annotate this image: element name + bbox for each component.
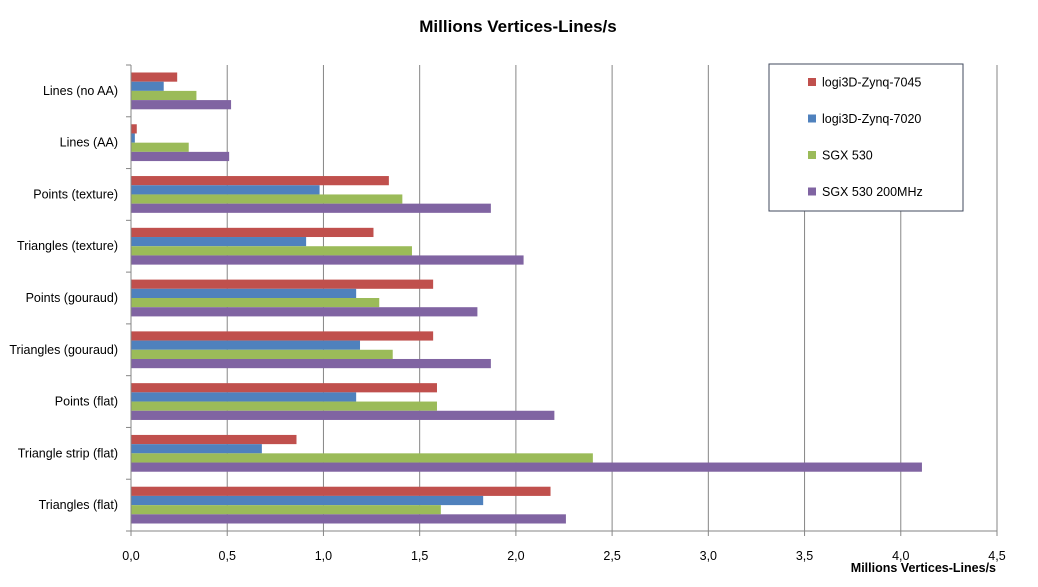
bar xyxy=(131,227,374,238)
bar xyxy=(131,410,555,420)
bar xyxy=(131,401,437,411)
bar xyxy=(131,331,434,341)
bar xyxy=(131,453,593,463)
bar xyxy=(131,514,566,524)
bar xyxy=(131,392,357,402)
x-tick-label: 3,0 xyxy=(700,549,717,563)
bar xyxy=(131,90,197,101)
bar xyxy=(131,194,403,204)
legend-label: SGX 530 200MHz xyxy=(822,185,923,199)
bar xyxy=(131,298,380,308)
bar xyxy=(131,307,478,317)
bar xyxy=(131,176,389,186)
x-tick-label: 4,0 xyxy=(892,549,909,563)
bar xyxy=(131,434,297,445)
bar xyxy=(131,462,922,472)
chart-title: Millions Vertices-Lines/s xyxy=(419,17,616,36)
bars xyxy=(131,72,922,524)
bar xyxy=(131,72,178,82)
category-label: Triangles (gouraud) xyxy=(9,343,118,357)
category-label: Points (flat) xyxy=(55,395,118,409)
bar xyxy=(131,124,137,134)
category-label: Triangles (flat) xyxy=(39,498,118,512)
x-tick-label: 0,5 xyxy=(219,549,236,563)
bar xyxy=(131,279,434,289)
category-label: Lines (no AA) xyxy=(43,84,118,98)
legend-frame xyxy=(768,63,964,212)
bar xyxy=(131,133,135,143)
bar xyxy=(131,486,551,496)
x-tick-label: 2,5 xyxy=(603,549,620,563)
legend-label: logi3D-Zynq-7045 xyxy=(822,76,921,90)
category-labels: Lines (no AA) Lines (AA) Points (texture) T… xyxy=(9,84,118,512)
x-axis-label: Millions Vertices-Lines/s xyxy=(851,561,996,575)
legend-swatch xyxy=(808,151,816,159)
category-label: Triangle strip (flat) xyxy=(18,446,118,460)
bar xyxy=(131,444,262,454)
bar xyxy=(131,349,393,359)
x-tick-labels: 0,0 0,5 1,0 1,5 2,0 2,5 3,0 3,5 4,0 4,5 xyxy=(122,549,1005,563)
legend: logi3D-Zynq-7045 logi3D-Zynq-7020 SGX 530 S… xyxy=(768,63,964,212)
x-tick-label: 1,0 xyxy=(315,549,332,563)
bar xyxy=(131,237,307,247)
x-tick-label: 2,0 xyxy=(507,549,524,563)
bar xyxy=(131,81,164,91)
legend-label: logi3D-Zynq-7020 xyxy=(822,112,921,126)
bar xyxy=(131,505,441,515)
bar xyxy=(131,255,524,265)
bar xyxy=(131,100,232,110)
legend-swatch xyxy=(808,78,816,86)
bar xyxy=(131,495,484,506)
x-tick-label: 0,0 xyxy=(122,549,139,563)
bar xyxy=(131,358,491,369)
x-tick-label: 4,5 xyxy=(988,549,1005,563)
legend-swatch xyxy=(808,114,816,123)
category-label: Triangles (texture) xyxy=(17,239,118,253)
category-label: Points (gouraud) xyxy=(26,291,118,305)
category-label: Lines (AA) xyxy=(60,136,118,150)
x-tick-label: 1,5 xyxy=(411,549,428,563)
bar xyxy=(131,142,189,152)
bar xyxy=(131,185,320,195)
axes xyxy=(126,64,998,536)
x-tick-label: 3,5 xyxy=(796,549,813,563)
bar xyxy=(131,151,230,162)
bar xyxy=(131,246,412,256)
bar xyxy=(131,288,357,298)
bar xyxy=(131,340,361,350)
legend-label: SGX 530 xyxy=(822,149,873,163)
bar xyxy=(131,383,437,393)
bar xyxy=(131,203,491,213)
category-label: Points (texture) xyxy=(33,187,118,201)
legend-swatch xyxy=(808,187,816,196)
